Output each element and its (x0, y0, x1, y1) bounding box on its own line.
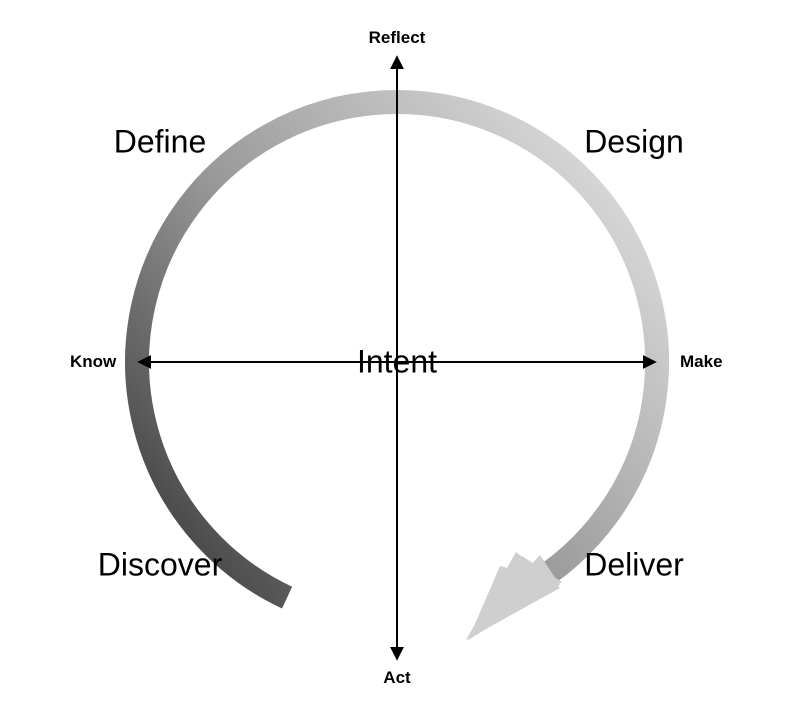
quadrant-label-design: Design (584, 124, 684, 161)
axis-label-right: Make (680, 352, 723, 372)
diagram-canvas: Intent Reflect Act Know Make Define Desi… (0, 0, 794, 708)
axis-label-bottom: Act (383, 668, 410, 688)
axis-label-left: Know (70, 352, 116, 372)
quadrant-label-deliver: Deliver (584, 547, 684, 584)
quadrant-label-discover: Discover (98, 547, 222, 584)
center-label: Intent (357, 344, 437, 381)
axis-label-top: Reflect (369, 28, 426, 48)
quadrant-label-define: Define (114, 124, 207, 161)
